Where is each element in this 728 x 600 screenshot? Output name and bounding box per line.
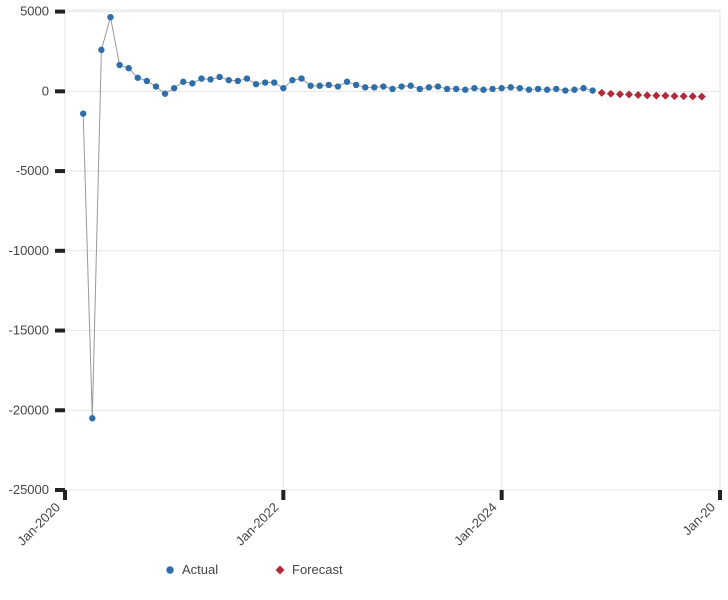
actual-point	[107, 14, 113, 20]
actual-point	[189, 80, 195, 86]
actual-point	[362, 84, 368, 90]
y-tick-label: -10000	[9, 243, 49, 258]
actual-point	[562, 87, 568, 93]
actual-point	[271, 79, 277, 85]
actual-point	[116, 62, 122, 68]
actual-point	[144, 78, 150, 84]
actual-point	[253, 81, 259, 87]
actual-point	[398, 83, 404, 89]
actual-point	[489, 86, 495, 92]
actual-point	[235, 78, 241, 84]
actual-point	[571, 87, 577, 93]
actual-point	[162, 91, 168, 97]
actual-point	[498, 85, 504, 91]
actual-point	[435, 83, 441, 89]
actual-point	[98, 47, 104, 53]
actual-point	[135, 75, 141, 81]
actual-point	[216, 74, 222, 80]
y-tick-label: 5000	[20, 4, 49, 19]
actual-point	[280, 85, 286, 91]
actual-point	[462, 87, 468, 93]
actual-point	[89, 415, 95, 421]
legend-label-forecast: Forecast	[292, 562, 343, 577]
actual-point	[517, 85, 523, 91]
y-tick-label: -25000	[9, 482, 49, 497]
actual-point	[371, 84, 377, 90]
timeseries-chart: -25000-20000-15000-10000-500005000Jan-20…	[0, 0, 728, 600]
actual-point	[508, 84, 514, 90]
y-tick-label: -20000	[9, 402, 49, 417]
actual-point	[380, 83, 386, 89]
actual-point	[426, 84, 432, 90]
actual-point	[326, 82, 332, 88]
y-tick-label: -15000	[9, 323, 49, 338]
actual-point	[480, 87, 486, 93]
actual-point	[444, 86, 450, 92]
actual-point	[298, 75, 304, 81]
actual-point	[535, 86, 541, 92]
actual-point	[198, 75, 204, 81]
actual-point	[353, 82, 359, 88]
actual-point	[80, 110, 86, 116]
actual-point	[526, 87, 532, 93]
actual-point	[244, 75, 250, 81]
legend-label-actual: Actual	[182, 562, 218, 577]
actual-point	[544, 87, 550, 93]
actual-point	[153, 83, 159, 89]
actual-point	[335, 83, 341, 89]
chart-svg: -25000-20000-15000-10000-500005000Jan-20…	[0, 0, 728, 600]
actual-point	[262, 79, 268, 85]
actual-point	[180, 79, 186, 85]
actual-point	[407, 83, 413, 89]
actual-point	[171, 85, 177, 91]
actual-point	[553, 86, 559, 92]
actual-point	[207, 76, 213, 82]
actual-point	[344, 79, 350, 85]
actual-point	[453, 86, 459, 92]
y-tick-label: -5000	[16, 163, 49, 178]
legend-marker-actual	[166, 566, 173, 573]
actual-point	[317, 83, 323, 89]
y-tick-label: 0	[42, 83, 49, 98]
actual-point	[589, 87, 595, 93]
actual-point	[226, 77, 232, 83]
actual-point	[417, 86, 423, 92]
actual-point	[289, 77, 295, 83]
actual-point	[307, 83, 313, 89]
actual-point	[125, 65, 131, 71]
actual-point	[389, 86, 395, 92]
actual-point	[471, 85, 477, 91]
actual-point	[580, 85, 586, 91]
